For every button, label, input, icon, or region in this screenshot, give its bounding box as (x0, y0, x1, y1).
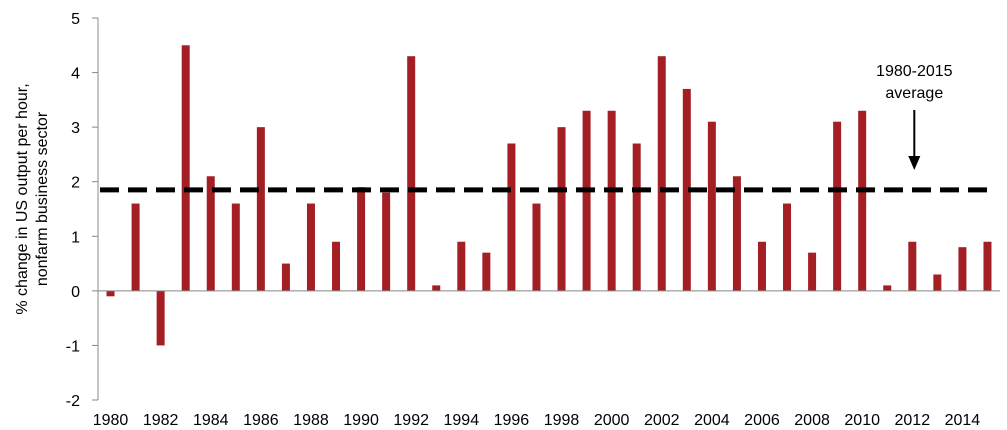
x-tick-label: 2000 (594, 412, 630, 429)
x-tick-label: 2004 (694, 412, 730, 429)
bar-2008 (808, 252, 817, 291)
y-tick-label: 1 (71, 229, 80, 246)
bar-1996 (507, 143, 516, 291)
bar-2012 (908, 241, 917, 291)
bar-2014 (958, 247, 967, 291)
bar-1993 (432, 285, 441, 291)
x-tick-label: 2014 (945, 412, 981, 429)
bar-1990 (357, 187, 366, 291)
bar-2003 (682, 88, 691, 291)
average-annotation-line: average (885, 85, 943, 102)
average-arrow-head-icon (908, 156, 921, 170)
bar-2015 (983, 241, 992, 291)
bar-2004 (707, 121, 716, 291)
bar-1983 (181, 45, 190, 291)
bar-2001 (632, 143, 641, 291)
y-axis-title-line: nonfarm business sector (34, 111, 51, 286)
bar-1995 (482, 252, 491, 291)
bar-1988 (306, 203, 315, 291)
x-tick-label: 2010 (844, 412, 880, 429)
x-tick-label: 2012 (895, 412, 931, 429)
y-tick-label: 0 (71, 284, 80, 301)
bar-2011 (883, 285, 892, 291)
y-tick-label: -2 (66, 393, 80, 410)
x-tick-label: 2008 (794, 412, 830, 429)
bar-1985 (231, 203, 240, 291)
y-tick-label: 5 (71, 11, 80, 28)
bar-2013 (933, 274, 942, 291)
bar-1992 (407, 56, 416, 291)
bar-1994 (457, 241, 466, 291)
bar-2000 (607, 110, 616, 291)
y-axis-title-line: % change in US output per hour, (14, 83, 31, 314)
x-tick-label: 1992 (393, 412, 429, 429)
x-tick-label: 2002 (644, 412, 680, 429)
y-tick-label: 2 (71, 175, 80, 192)
x-tick-label: 1996 (494, 412, 530, 429)
x-tick-label: 1988 (293, 412, 329, 429)
bar-2010 (858, 110, 867, 291)
average-group: 1980-2015 average (100, 63, 990, 193)
y-axis-title-text: % change in US output per hour, nonfarm b… (14, 83, 51, 314)
bar-1982 (156, 290, 165, 346)
x-tick-label: 1986 (243, 412, 279, 429)
bar-1987 (281, 263, 290, 291)
x-tick-label: 2006 (744, 412, 780, 429)
bar-1991 (382, 192, 391, 291)
bars-group (106, 45, 992, 346)
average-annotation-line: 1980-2015 (876, 63, 953, 80)
y-axis-title: % change in US output per hour, nonfarm b… (14, 83, 51, 314)
bar-1997 (532, 203, 541, 291)
axes-group (92, 17, 1000, 401)
x-axis-tick-labels: 1980 1982 1984 1986 1988 1990 1992 1994 1996 1998… (93, 412, 981, 429)
bar-2006 (757, 241, 766, 291)
bar-1980 (106, 290, 115, 297)
bar-2007 (783, 203, 792, 291)
bar-1984 (206, 176, 215, 291)
bar-2005 (732, 176, 741, 291)
x-tick-label: 1990 (343, 412, 379, 429)
x-tick-label: 1994 (444, 412, 480, 429)
bar-1986 (256, 127, 265, 291)
bar-1999 (582, 110, 591, 291)
y-tick-label: 3 (71, 120, 80, 137)
x-tick-label: 1984 (193, 412, 229, 429)
x-tick-label: 1982 (143, 412, 179, 429)
y-axis-tick-labels: -2 -1 0 1 2 3 4 5 (66, 11, 80, 410)
y-tick-label: -1 (66, 338, 80, 355)
bar-1981 (131, 203, 140, 291)
bar-2002 (657, 56, 666, 291)
average-annotation: 1980-2015 average (876, 63, 953, 102)
bar-1989 (332, 241, 341, 291)
x-tick-label: 1998 (544, 412, 580, 429)
x-tick-label: 1980 (93, 412, 129, 429)
y-tick-label: 4 (71, 66, 80, 83)
bar-1998 (557, 127, 566, 291)
bar-2009 (833, 121, 842, 291)
